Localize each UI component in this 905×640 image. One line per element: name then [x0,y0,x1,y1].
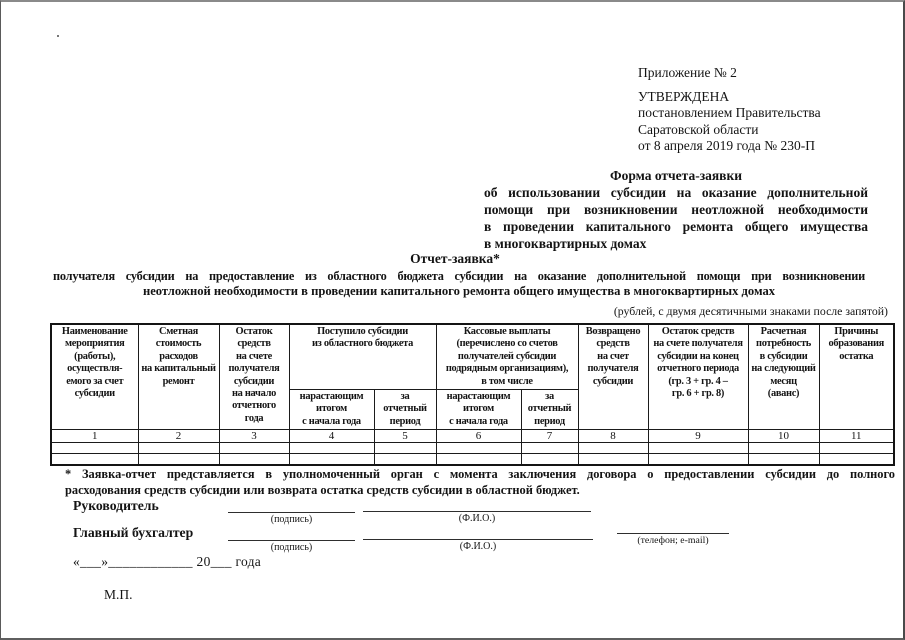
table-header-row-2: нарастающим итогом с начала года за отче… [51,389,894,431]
column-number: 9 [647,429,749,444]
head-name-line [363,511,591,512]
report-subtitle-line1: получателя субсидии на предоставление из… [53,269,865,283]
approved-by-line3: от 8 апреля 2019 года № 230-П [638,138,815,153]
accountant-name-caption: (Ф.И.О.) [459,541,497,552]
empty-cell [288,442,375,455]
empty-cell [818,442,895,455]
empty-cell [50,453,139,466]
empty-cell [747,442,820,455]
form-title-heading: Форма отчета-заявки [609,168,743,183]
table-header-row-1: Наименование мероприятия (работы), осуще… [50,323,895,431]
empty-cell [647,453,749,466]
column-number: 7 [520,429,579,444]
report-title: Отчет-заявка* [410,251,500,266]
column-number: 5 [373,429,437,444]
header-cell-balance-end: Остаток средств на счете получателя субс… [647,323,749,431]
header-cell-next-month-need: Расчетная потребность в субсидии на след… [747,323,820,431]
empty-cell [373,453,437,466]
empty-cell [520,453,579,466]
column-number: 8 [577,429,649,444]
form-title-line3: в проведении капитального ремонта общего… [484,219,868,234]
empty-cell [373,442,437,455]
header-cell-balance-start: Остаток средств на счете получателя субс… [218,323,290,431]
column-number: 10 [747,429,820,444]
column-number: 11 [818,429,895,444]
accountant-signature-caption: (подпись) [270,542,313,553]
phone-caption: (телефон; e-mail) [637,535,709,546]
approval-block: Приложение № 2 УТВЕРЖДЕНА постановлением… [638,65,900,155]
head-name-caption: (Ф.И.О.) [458,513,496,524]
approved-by-line1: постановлением Правительства [638,105,821,120]
table-data-row [50,453,895,466]
form-title-line2: помощи при возникновении неотложной необ… [484,202,868,217]
column-number: 6 [435,429,522,444]
empty-cell [137,453,220,466]
header-cell-event-name: Наименование мероприятия (работы), осуще… [50,323,139,431]
empty-cell [647,442,749,455]
empty-cell [435,453,522,466]
subheader-period-paid: за отчетный период [520,389,579,431]
empty-cell [137,442,220,455]
report-subtitle-line2: неотложной необходимости в проведении ка… [142,284,776,298]
header-group-cash-payments: Кассовые выплаты (перечислено со счетов … [435,323,579,391]
empty-cell [218,442,290,455]
header-cell-balance-reasons: Причины образования остатка [818,323,895,431]
empty-cell [577,453,649,466]
report-table: Наименование мероприятия (работы), осуще… [50,323,895,466]
head-label: Руководитель [73,498,159,513]
empty-cell [218,453,290,466]
form-title-line4: в многоквартирных домах [484,236,647,251]
column-number-row: 1 2 3 4 5 6 7 8 9 10 11 [50,429,895,444]
subheader-cumulative-paid: нарастающим итогом с начала года [435,389,522,431]
empty-cell [818,453,895,466]
date-line: «___»____________ 20___ года [73,554,262,569]
empty-cell [520,442,579,455]
empty-cell [288,453,375,466]
appendix-number: Приложение № 2 [638,65,737,80]
accountant-signature-line [228,540,355,541]
units-note: (рублей, с двумя десятичными знаками пос… [613,304,888,318]
column-number: 3 [218,429,290,444]
empty-cell [747,453,820,466]
phone-line [617,533,729,534]
column-number: 1 [50,429,139,444]
column-number: 2 [137,429,220,444]
approved-label: УТВЕРЖДЕНА [638,88,730,104]
head-signature-caption: (подпись) [270,514,313,525]
accountant-name-line [363,539,593,540]
table-data-row [50,442,895,455]
header-cell-returned-funds: Возвращено средств на счет получателя су… [577,323,649,431]
footnote-line2: расходования средств субсидии или возвра… [65,482,580,497]
footnote: * Заявка-отчет представляется в уполномо… [65,467,895,498]
empty-cell [435,442,522,455]
header-group-subsidy-received: Поступило субсидии из областного бюджета [288,323,437,391]
empty-cell [577,442,649,455]
footnote-line1: * Заявка-отчет представляется в уполномо… [65,467,895,481]
subheader-cumulative-received: нарастающим итогом с начала года [288,389,375,431]
header-cell-estimated-cost: Сметная стоимость расходов на капитальны… [137,323,220,431]
approved-by-line2: Саратовской области [638,121,759,137]
seal-mark: М.П. [104,587,133,602]
scan-artifact-dot [57,35,59,37]
form-title-block: Форма отчета-заявки об использовании суб… [484,167,868,252]
form-title-line1: об использовании субсидии на оказание до… [484,185,868,200]
column-number: 4 [288,429,375,444]
subheader-period-received: за отчетный период [373,389,437,431]
empty-cell [50,442,139,455]
head-signature-line [228,512,355,513]
chief-accountant-label: Главный бухгалтер [73,525,194,540]
